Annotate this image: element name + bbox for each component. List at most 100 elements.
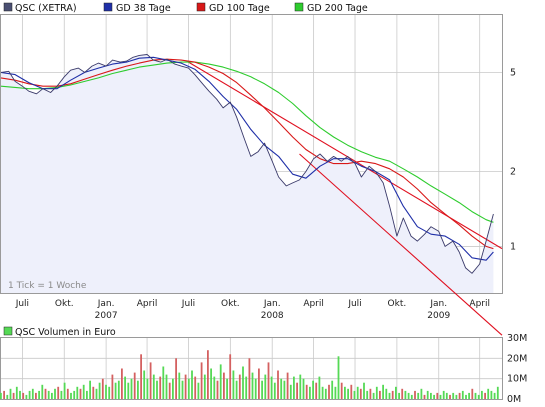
volume-bar [245, 376, 248, 399]
volume-plot-frame [0, 337, 503, 400]
volume-bar [73, 390, 76, 399]
volume-bar [229, 354, 232, 399]
volume-bar [162, 366, 165, 399]
volume-bar [277, 370, 279, 399]
volume-bar [3, 390, 5, 399]
x-tick-label: Juli [181, 299, 195, 309]
volume-bar [347, 388, 349, 399]
legend-swatch-gd100 [196, 2, 206, 12]
y-tick-label: 5 [510, 67, 516, 78]
volume-bar [51, 392, 53, 399]
volume-bar [187, 378, 190, 399]
volume-bar [388, 392, 391, 399]
volume-bar [420, 388, 423, 399]
volume-bar [321, 386, 324, 399]
volume-bar [165, 374, 168, 399]
volume-bar [305, 384, 308, 399]
volume-bar [417, 392, 420, 399]
volume-bar [70, 392, 72, 399]
volume-bar [35, 392, 37, 399]
legend-label-gd100: GD 100 Tage [209, 3, 270, 14]
volume-bar [267, 362, 270, 399]
volume-bar [490, 390, 493, 399]
volume-bar [63, 382, 66, 399]
volume-bar [82, 384, 85, 399]
volume-bar [105, 384, 107, 399]
volume-bar [121, 368, 123, 399]
x-tick-label: Okt. [388, 299, 407, 309]
volume-bar [442, 390, 445, 399]
volume-bar [356, 386, 359, 399]
volume-y-tick-label: 30M [507, 333, 527, 344]
x-tick-label: Jan. [263, 299, 281, 309]
volume-bar [178, 372, 181, 399]
volume-bar [385, 388, 388, 399]
volume-bar [334, 386, 337, 399]
volume-bar [181, 380, 184, 399]
volume-bar [280, 378, 283, 399]
volume-bar [140, 354, 142, 399]
volume-bar [159, 376, 162, 399]
volume-bar [194, 376, 197, 399]
volume-bar [60, 390, 63, 399]
volume-bar [404, 390, 407, 399]
volume-bar [149, 362, 152, 399]
volume-bar [468, 392, 470, 399]
volume-bar [445, 392, 448, 399]
main-legend: QSC (XETRA) GD 38 Tage GD 100 Tage GD 20… [3, 2, 368, 14]
volume-bar [433, 394, 435, 399]
volume-bar [430, 392, 432, 399]
legend-swatch-volume [3, 326, 13, 336]
volume-bar [146, 378, 149, 399]
volume-bar [382, 384, 384, 399]
volume-bar [210, 368, 212, 399]
price-area-fill [1, 54, 494, 293]
volume-bar [28, 390, 31, 399]
volume-bar [481, 390, 483, 399]
legend-swatch-gd200 [294, 2, 304, 12]
legend-label-volume: QSC Volumen in Euro [15, 327, 116, 338]
x-tick-label: Jan. [97, 299, 115, 309]
tick-note: 1 Tick = 1 Woche [8, 281, 87, 291]
volume-bar [270, 376, 273, 399]
volume-bar [449, 394, 451, 399]
x-tick-label: Okt. [55, 299, 74, 309]
x-tick-label: Okt. [221, 299, 240, 309]
series-gd200-line [0, 61, 494, 223]
volume-bar [143, 370, 146, 399]
volume-bar [203, 374, 206, 399]
volume-bar [273, 382, 276, 399]
volume-bar [76, 386, 79, 399]
volume-bar [309, 386, 311, 399]
legend-label-price: QSC (XETRA) [15, 3, 77, 14]
volume-bar [95, 388, 98, 399]
volume-bar [89, 380, 91, 399]
x-year-label: 2008 [261, 311, 284, 321]
volume-bar [407, 392, 410, 399]
x-year-label: 2007 [95, 311, 118, 321]
y-tick-label: 2 [510, 166, 516, 177]
volume-bar [484, 392, 486, 399]
volume-bar [363, 382, 365, 399]
volume-bar [101, 378, 104, 399]
legend-label-gd38: GD 38 Tage [116, 3, 171, 14]
volume-bar [258, 368, 260, 399]
volume-bar [242, 366, 244, 399]
x-tick-label: Juli [347, 299, 361, 309]
volume-bar [232, 370, 235, 399]
volume-bar [286, 372, 289, 399]
volume-bar [152, 374, 155, 399]
volume-bar [114, 382, 117, 399]
volume-bar [156, 380, 158, 399]
x-tick-label: Juli [15, 299, 29, 309]
x-tick-label: Jan. [429, 299, 447, 309]
volume-bar [465, 394, 467, 399]
volume-bar [168, 382, 171, 399]
volume-bar [66, 388, 69, 399]
volume-bar [337, 356, 340, 399]
volume-bar [0, 392, 2, 399]
volume-bar [124, 376, 126, 399]
main-x-axis-labels: Juli Okt. Jan. 2007 April Juli Okt. Jan. 2008 Apr… [15, 299, 490, 321]
volume-bar [9, 388, 12, 399]
volume-bar [474, 392, 477, 399]
